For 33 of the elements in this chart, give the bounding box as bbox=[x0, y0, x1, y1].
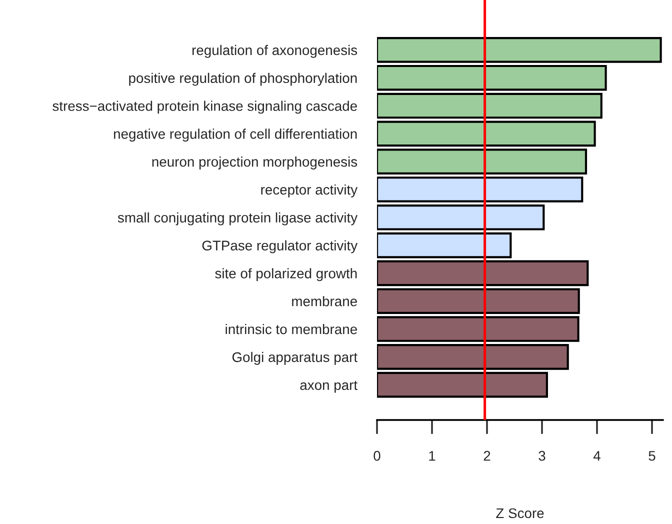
x-tick-label: 4 bbox=[593, 451, 600, 461]
bar bbox=[377, 64, 607, 91]
bar bbox=[377, 372, 548, 398]
y-tick-label: intrinsic to membrane bbox=[226, 324, 357, 334]
y-tick-label: axon part bbox=[300, 380, 358, 393]
y-tick-label: site of polarized growth bbox=[215, 268, 357, 282]
x-axis-title: Z Score bbox=[496, 508, 544, 518]
x-tick-label: 2 bbox=[484, 450, 490, 461]
x-tick-label: 3 bbox=[538, 450, 546, 461]
bar bbox=[377, 92, 602, 119]
y-tick-label: Golgi apparatus part bbox=[232, 352, 358, 365]
bar bbox=[377, 344, 569, 370]
x-tick-label: 1 bbox=[429, 451, 436, 461]
y-tick-label: negative regulation of cell differentiation bbox=[114, 128, 357, 142]
bar bbox=[377, 37, 662, 63]
x-tick-label: 5 bbox=[648, 451, 656, 461]
bar bbox=[377, 204, 545, 230]
x-tick-label: 0 bbox=[374, 450, 380, 461]
y-tick-label: small conjugating protein ligase activity bbox=[118, 212, 358, 226]
bar bbox=[377, 148, 588, 174]
y-tick-label: neuron projection morphogenesis bbox=[152, 156, 358, 170]
y-tick-label: membrane bbox=[292, 296, 357, 306]
y-tick-label: regulation of axonogenesis bbox=[192, 44, 358, 58]
bar bbox=[377, 120, 596, 147]
bar bbox=[377, 288, 580, 314]
bar bbox=[377, 316, 580, 342]
y-tick-label: receptor activity bbox=[261, 184, 358, 198]
y-tick-label: stress−activated protein kinase signaling cascade bbox=[52, 100, 357, 114]
bar bbox=[377, 260, 589, 286]
bar bbox=[377, 232, 512, 258]
y-tick-label: positive regulation of phosphorylation bbox=[129, 72, 357, 86]
bar bbox=[377, 176, 584, 202]
y-tick-label: GTPase regulator activity bbox=[202, 240, 358, 254]
